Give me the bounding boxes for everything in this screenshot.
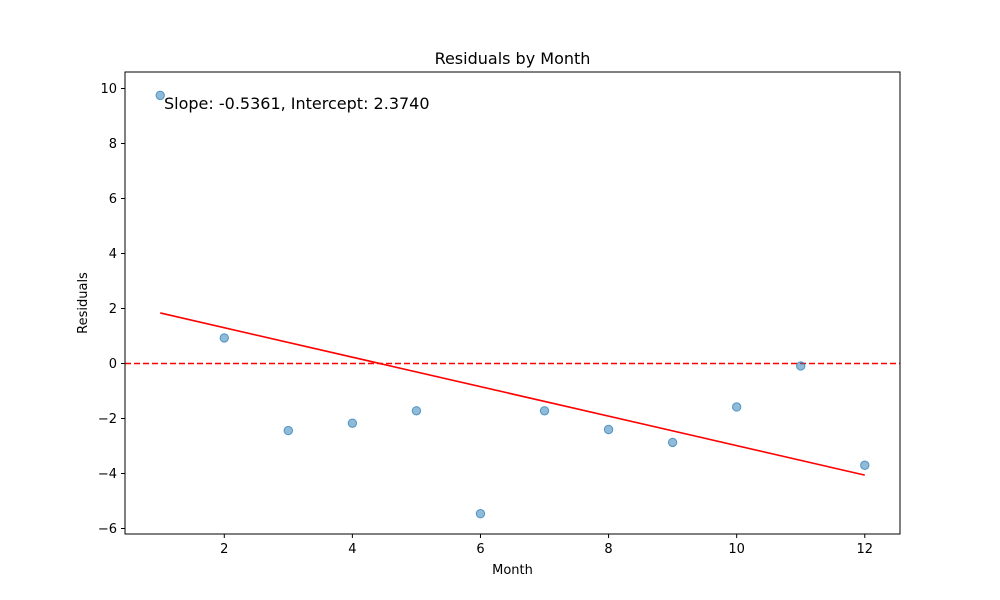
y-tick-label: 10 — [100, 82, 117, 97]
y-tick-label: 6 — [109, 192, 117, 207]
regression-annotation: Slope: -0.5361, Intercept: 2.3740 — [164, 94, 430, 113]
residual-point — [860, 460, 870, 470]
residual-point — [219, 333, 229, 343]
plot-area — [125, 90, 900, 519]
x-axis-ticks: 2 4 6 8 10 12 — [220, 534, 873, 557]
y-axis-ticks: −6 −4 −2 0 2 4 6 8 10 — [98, 82, 125, 537]
y-tick-label: 0 — [109, 357, 117, 372]
y-tick-label: −6 — [98, 522, 117, 537]
y-tick-label: −4 — [98, 467, 117, 482]
x-tick-label: 10 — [728, 542, 745, 557]
residual-point — [731, 402, 742, 412]
regression-fit-line — [160, 312, 865, 476]
x-tick-label: 12 — [856, 542, 873, 557]
x-axis-label: Month — [492, 563, 533, 578]
x-tick-label: 4 — [348, 542, 356, 557]
residual-point — [796, 361, 806, 371]
x-tick-label: 8 — [604, 542, 612, 557]
residual-point — [603, 424, 614, 435]
residual-point — [155, 90, 165, 101]
y-axis-label: Residuals — [76, 272, 91, 334]
residual-point — [347, 418, 358, 428]
y-tick-label: 8 — [109, 137, 117, 152]
y-tick-label: 4 — [109, 247, 117, 262]
x-tick-label: 2 — [220, 542, 228, 557]
residual-point — [411, 406, 422, 416]
y-tick-label: 2 — [109, 302, 117, 317]
plot-frame — [124, 71, 901, 535]
residual-point — [539, 406, 550, 416]
x-tick-label: 6 — [476, 542, 484, 557]
residual-point — [475, 508, 486, 519]
y-tick-label: −2 — [98, 412, 117, 427]
residual-point — [283, 425, 294, 436]
chart-title: Residuals by Month — [435, 49, 591, 68]
residual-point — [667, 437, 678, 448]
